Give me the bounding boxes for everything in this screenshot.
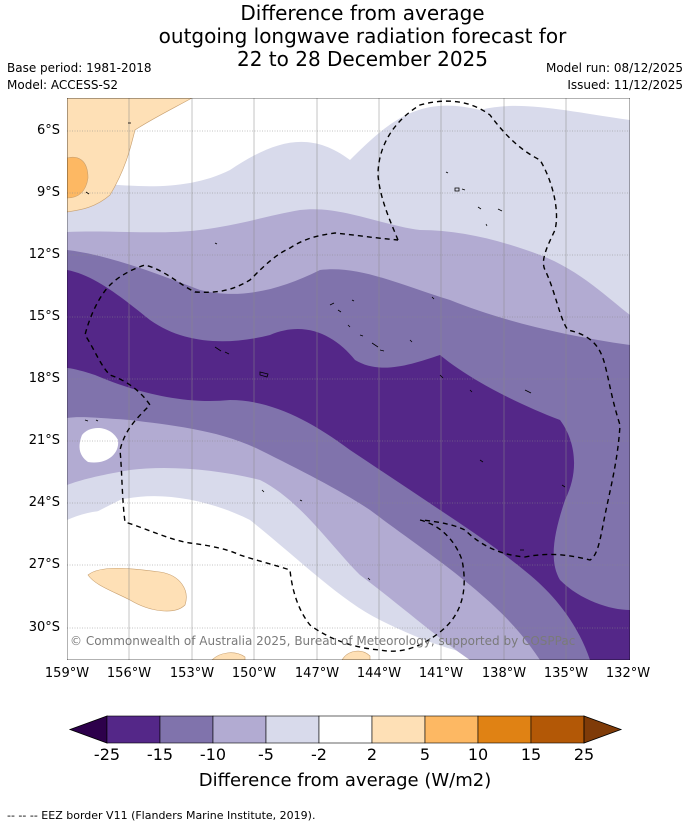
meta-right: Model run: 08/12/2025 Issued: 11/12/2025: [546, 60, 683, 94]
meta-left: Base period: 1981-2018 Model: ACCESS-S2: [7, 60, 152, 94]
copyright-notice: © Commonwealth of Australia 2025, Bureau…: [70, 634, 576, 648]
lon-label-156w: 156°W: [106, 666, 152, 681]
positive-patch-nw: [67, 98, 193, 213]
colorbar: [68, 715, 623, 744]
colorbar-segment: [424, 715, 479, 744]
title-line-2: outgoing longwave radiation forecast for: [158, 24, 567, 48]
lon-label-138w: 138°W: [481, 666, 527, 681]
positive-patch-nw-core: [67, 156, 89, 199]
title-line-3: 22 to 28 December 2025: [236, 47, 488, 71]
lat-label-18s: 18°S: [28, 371, 60, 386]
lon-label-153w: 153°W: [169, 666, 215, 681]
title-line-1: Difference from average: [240, 1, 485, 25]
colorbar-tick-label: -5: [258, 745, 274, 764]
lat-label-21s: 21°S: [28, 433, 60, 448]
lat-label-24s: 24°S: [28, 495, 60, 510]
lat-label-30s: 30°S: [28, 620, 60, 635]
model-label: Model: ACCESS-S2: [7, 78, 119, 92]
colorbar-segment: [106, 715, 161, 744]
colorbar-segment: [159, 715, 214, 744]
lat-label-6s: 6°S: [36, 123, 60, 138]
eez-footnote: -- -- -- EEZ border V11 (Flanders Marine…: [7, 809, 316, 822]
lon-label-159w: 159°W: [44, 666, 90, 681]
colorbar-segment: [265, 715, 320, 744]
colorbar-tick-label: 15: [520, 745, 542, 764]
positive-patch-s2: [341, 650, 371, 660]
issued-label: Issued: 11/12/2025: [567, 78, 683, 92]
lat-label-9s: 9°S: [36, 185, 60, 200]
colorbar-extend-high: [583, 715, 623, 744]
lon-label-141w: 141°W: [418, 666, 464, 681]
colorbar-segment: [212, 715, 267, 744]
colorbar-segment: [530, 715, 585, 744]
colorbar-segment: [318, 715, 373, 744]
lat-label-27s: 27°S: [28, 557, 60, 572]
colorbar-tick-label: 10: [467, 745, 489, 764]
islands: [84, 122, 566, 581]
colorbar-tick-label: 25: [573, 745, 595, 764]
colorbar-tick-label: 2: [366, 745, 378, 764]
positive-patch-s1: [211, 652, 246, 660]
colorbar-title: Difference from average (W/m2): [198, 770, 492, 791]
colorbar-segment: [371, 715, 426, 744]
lon-label-135w: 135°W: [543, 666, 589, 681]
colorbar-tick-label: -10: [199, 745, 227, 764]
colorbar-tick-label: -2: [311, 745, 327, 764]
gridlines-vertical: [128, 98, 567, 660]
anomaly-white-patch: [79, 428, 119, 463]
lon-label-144w: 144°W: [356, 666, 402, 681]
lat-label-15s: 15°S: [28, 309, 60, 324]
lon-label-150w: 150°W: [231, 666, 277, 681]
colorbar-tick-label: -15: [146, 745, 174, 764]
base-period-label: Base period: 1981-2018: [7, 61, 152, 75]
anomaly-band-minus15: [67, 270, 630, 660]
chart-title: Difference from average outgoing longwav…: [0, 2, 690, 71]
colorbar-segment: [477, 715, 532, 744]
lon-label-147w: 147°W: [294, 666, 340, 681]
colorbar-tick-label: 5: [419, 745, 431, 764]
colorbar-extend-low: [68, 715, 108, 744]
eez-borders: [84, 100, 621, 652]
lon-label-132w: 132°W: [605, 666, 651, 681]
model-run-label: Model run: 08/12/2025: [545, 61, 683, 75]
colorbar-tick-label: -25: [93, 745, 121, 764]
lat-label-12s: 12°S: [28, 247, 60, 262]
